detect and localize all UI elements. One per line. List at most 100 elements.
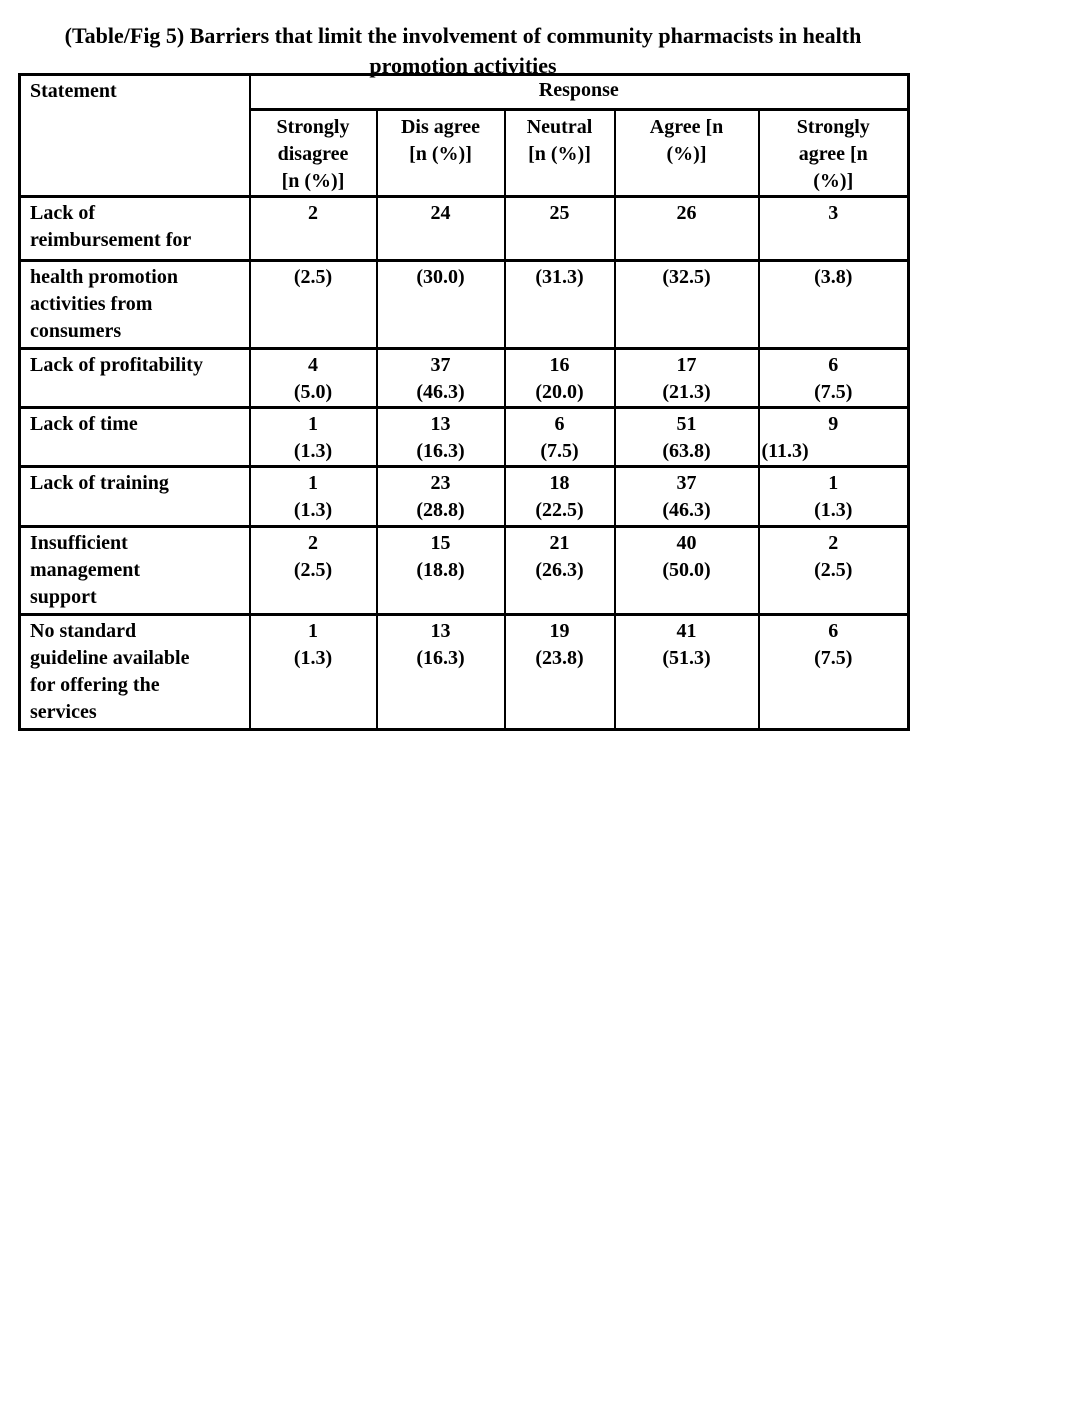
percent-value: (2.5) xyxy=(293,559,333,581)
data-cell: 9 (11.3) xyxy=(757,406,910,468)
percent-value: (7.5) xyxy=(540,440,579,462)
column-header-neutral: Neutral [n (%)] xyxy=(503,108,616,198)
count-value: 6 xyxy=(828,354,839,376)
data-cell: 1 (1.3) xyxy=(757,465,910,528)
data-cell: (30.0) xyxy=(375,259,506,350)
count-value: 21 xyxy=(549,532,570,554)
percent-value: (1.3) xyxy=(293,647,333,669)
count-value: 37 xyxy=(430,354,451,376)
count-value: 2 xyxy=(308,202,318,224)
response-header: Response xyxy=(248,73,910,111)
percent-value: (1.3) xyxy=(293,440,333,462)
count-value: 25 xyxy=(549,202,570,224)
column-header-row: Strongly disagree [n (%)] Dis agree [n (… xyxy=(20,108,910,198)
count-value: 3 xyxy=(828,202,839,224)
count-value: 41 xyxy=(676,620,697,642)
percent-value: (46.3) xyxy=(416,381,465,403)
percent-value: (46.3) xyxy=(662,499,711,521)
data-cell: 37 (46.3) xyxy=(375,347,506,409)
table-row-management-support: Insufficient management support 2 (2.5) 1… xyxy=(18,525,910,616)
count-value: 1 xyxy=(308,620,318,642)
percent-value: (20.0) xyxy=(535,381,584,403)
data-cell: 26 xyxy=(613,195,760,262)
column-header-strongly-disagree: Strongly disagree [n (%)] xyxy=(248,108,378,198)
percent-value: (7.5) xyxy=(814,647,853,669)
data-cell: 6 (7.5) xyxy=(757,347,910,409)
table-row-no-guideline: No standard guideline available for offe… xyxy=(18,613,910,731)
statement-cell: Lack of training xyxy=(18,465,251,528)
data-cell: (32.5) xyxy=(613,259,760,350)
data-cell: 4 (5.0) xyxy=(248,347,378,409)
count-value: 13 xyxy=(430,413,451,435)
data-cell: 6 (7.5) xyxy=(757,613,910,731)
data-cell: 17 (21.3) xyxy=(613,347,760,409)
percent-value: (31.3) xyxy=(535,266,584,288)
data-cell: 2 (2.5) xyxy=(248,525,378,616)
column-header-disagree: Dis agree [n (%)] xyxy=(375,108,506,198)
table-row-reimbursement-percents: health promotion activities from consume… xyxy=(18,259,910,350)
data-cell: (3.8) xyxy=(757,259,910,350)
count-value: 19 xyxy=(549,620,570,642)
count-value: 15 xyxy=(430,532,451,554)
statement-cell: Insufficient management support xyxy=(18,525,251,616)
table-title: (Table/Fig 5) Barriers that limit the in… xyxy=(64,23,862,78)
data-cell: 40 (50.0) xyxy=(613,525,760,616)
count-value: 23 xyxy=(430,472,451,494)
data-cell: 18 (22.5) xyxy=(503,465,616,528)
percent-value: (2.5) xyxy=(814,559,853,581)
table-row-reimbursement-counts: Lack of reimbursement for 2 24 25 26 3 xyxy=(18,195,910,262)
percent-value: (1.3) xyxy=(814,499,853,521)
column-header-agree: Agree [n (%)] xyxy=(613,108,760,198)
count-value: 2 xyxy=(308,532,318,554)
statement-cell: health promotion activities from consume… xyxy=(18,259,251,350)
percent-value: (18.8) xyxy=(416,559,465,581)
data-cell: 3 xyxy=(757,195,910,262)
percent-value: (28.8) xyxy=(416,499,465,521)
count-value: 1 xyxy=(308,472,318,494)
data-cell: 2 xyxy=(248,195,378,262)
count-value: 13 xyxy=(430,620,451,642)
response-header-row: Statement Response xyxy=(18,73,910,198)
data-cell: 1 (1.3) xyxy=(248,406,378,468)
percent-value: (23.8) xyxy=(535,647,584,669)
data-cell: 1 (1.3) xyxy=(248,465,378,528)
data-cell: 6 (7.5) xyxy=(503,406,616,468)
data-cell: 13 (16.3) xyxy=(375,406,506,468)
statement-header: Statement xyxy=(18,73,251,198)
count-value: 1 xyxy=(828,472,839,494)
percent-value: (30.0) xyxy=(416,266,465,288)
percent-value: (51.3) xyxy=(662,647,711,669)
count-value: 16 xyxy=(549,354,570,376)
count-value: 51 xyxy=(676,413,697,435)
count-value: 17 xyxy=(676,354,697,376)
data-cell: 23 (28.8) xyxy=(375,465,506,528)
percent-value: (63.8) xyxy=(662,440,711,462)
data-cell: 37 (46.3) xyxy=(613,465,760,528)
count-value: 18 xyxy=(549,472,570,494)
data-cell: 13 (16.3) xyxy=(375,613,506,731)
count-value: 4 xyxy=(308,354,318,376)
percent-value: (50.0) xyxy=(662,559,711,581)
data-cell: 15 (18.8) xyxy=(375,525,506,616)
statement-cell: No standard guideline available for offe… xyxy=(18,613,251,731)
data-cell: 19 (23.8) xyxy=(503,613,616,731)
percent-value: (16.3) xyxy=(416,647,465,669)
table-row-time: Lack of time 1 (1.3) 13 (16.3) 6 (7.5) 51 (6… xyxy=(18,406,910,468)
data-cell: 51 (63.8) xyxy=(613,406,760,468)
data-cell: (31.3) xyxy=(503,259,616,350)
percent-value: (3.8) xyxy=(814,266,853,288)
statement-cell: Lack of reimbursement for xyxy=(18,195,251,262)
percent-value: (5.0) xyxy=(293,381,333,403)
data-cell: 16 (20.0) xyxy=(503,347,616,409)
percent-value: (32.5) xyxy=(662,266,711,288)
count-value: 24 xyxy=(430,202,451,224)
count-value: 9 xyxy=(828,413,839,435)
count-value: 37 xyxy=(676,472,697,494)
table-row-training: Lack of training 1 (1.3) 23 (28.8) 18 (22.5… xyxy=(18,465,910,528)
percent-value: (16.3) xyxy=(416,440,465,462)
statement-cell: Lack of time xyxy=(18,406,251,468)
percent-value: (22.5) xyxy=(535,499,584,521)
count-value: 1 xyxy=(308,413,318,435)
percent-value: (7.5) xyxy=(814,381,853,403)
